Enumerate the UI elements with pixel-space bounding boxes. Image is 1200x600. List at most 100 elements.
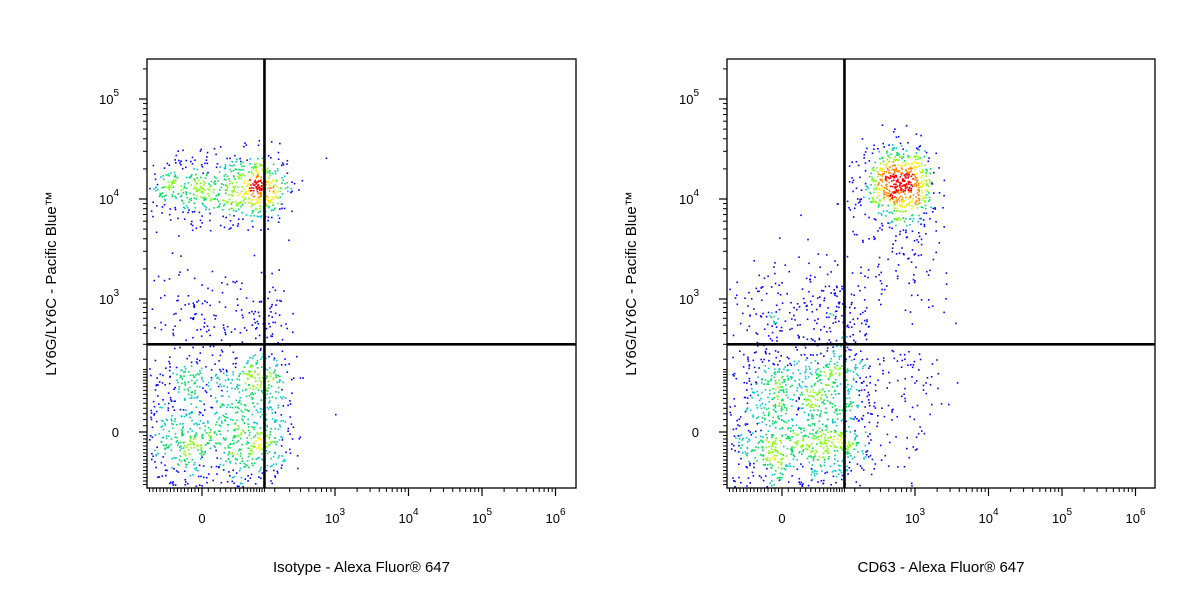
data-point [879, 199, 881, 201]
data-point [883, 146, 885, 148]
data-point [820, 370, 822, 373]
data-point [162, 456, 164, 458]
data-point [774, 380, 777, 382]
data-point [893, 202, 896, 204]
data-point [247, 183, 249, 185]
data-point [808, 395, 810, 397]
data-point [882, 173, 884, 175]
data-point [156, 183, 159, 186]
data-point [260, 466, 262, 469]
data-point [297, 467, 299, 470]
data-point [916, 147, 918, 149]
data-point [248, 370, 250, 373]
data-point [823, 443, 825, 445]
data-point [158, 381, 161, 383]
data-point [924, 171, 927, 174]
data-point [232, 469, 234, 471]
data-point [292, 377, 295, 379]
data-point [847, 451, 849, 454]
data-point [193, 446, 195, 449]
data-point [167, 173, 169, 176]
data-point [901, 395, 903, 398]
data-point [891, 175, 894, 177]
data-point [891, 165, 894, 167]
data-point [246, 464, 249, 467]
data-point [181, 382, 183, 385]
data-point [918, 214, 920, 217]
data-point [849, 409, 851, 412]
data-point [189, 428, 191, 430]
data-point [902, 178, 904, 180]
data-point [158, 403, 160, 405]
data-point [254, 371, 256, 374]
data-point [932, 258, 935, 261]
data-point [760, 407, 763, 410]
data-point [275, 304, 277, 306]
data-point [834, 409, 837, 412]
data-point [873, 180, 876, 182]
data-point [904, 309, 907, 312]
data-point [877, 358, 879, 361]
data-point [268, 291, 271, 293]
data-point [227, 453, 229, 456]
data-point [157, 395, 159, 397]
data-point [236, 453, 239, 456]
data-point [816, 473, 818, 475]
data-point [190, 361, 193, 364]
data-point [252, 225, 254, 228]
data-point [810, 468, 813, 470]
data-point [817, 362, 819, 365]
data-point [174, 208, 177, 211]
data-point [161, 425, 164, 427]
data-point [239, 462, 241, 465]
data-point [253, 254, 256, 257]
data-point [871, 201, 874, 203]
data-point [277, 457, 279, 459]
data-point [290, 187, 293, 190]
data-point [893, 357, 896, 360]
data-point [203, 476, 205, 479]
data-point [786, 356, 789, 359]
data-point [801, 445, 804, 447]
data-point [893, 210, 895, 212]
data-point [733, 398, 735, 400]
data-point [180, 163, 182, 166]
data-point [276, 364, 278, 367]
data-point [809, 281, 812, 283]
data-point [838, 473, 840, 476]
data-point [897, 171, 900, 173]
data-point [878, 263, 880, 266]
data-point [837, 392, 839, 395]
data-point [291, 378, 293, 381]
data-point [205, 159, 208, 161]
data-point [270, 141, 273, 143]
data-point [782, 445, 785, 448]
data-point [868, 160, 871, 162]
data-point [837, 301, 840, 304]
data-point [834, 458, 836, 460]
data-point [858, 389, 860, 392]
data-point [270, 442, 272, 444]
data-point [839, 435, 841, 437]
data-point [161, 475, 164, 477]
data-point [262, 392, 264, 394]
data-point [208, 434, 210, 437]
data-point [260, 301, 263, 303]
data-point [826, 396, 828, 398]
data-point [176, 436, 178, 439]
data-point [895, 167, 897, 169]
data-point [801, 403, 804, 405]
data-point [265, 413, 267, 416]
data-point [874, 384, 877, 386]
data-point [896, 185, 899, 187]
data-point [270, 311, 272, 313]
data-point [807, 238, 809, 241]
data-point [286, 159, 289, 162]
data-point [886, 387, 888, 389]
data-point [787, 437, 790, 440]
data-point [283, 175, 286, 178]
data-point [903, 465, 906, 468]
data-point [849, 431, 852, 433]
data-point [811, 478, 813, 481]
data-point [260, 176, 263, 178]
